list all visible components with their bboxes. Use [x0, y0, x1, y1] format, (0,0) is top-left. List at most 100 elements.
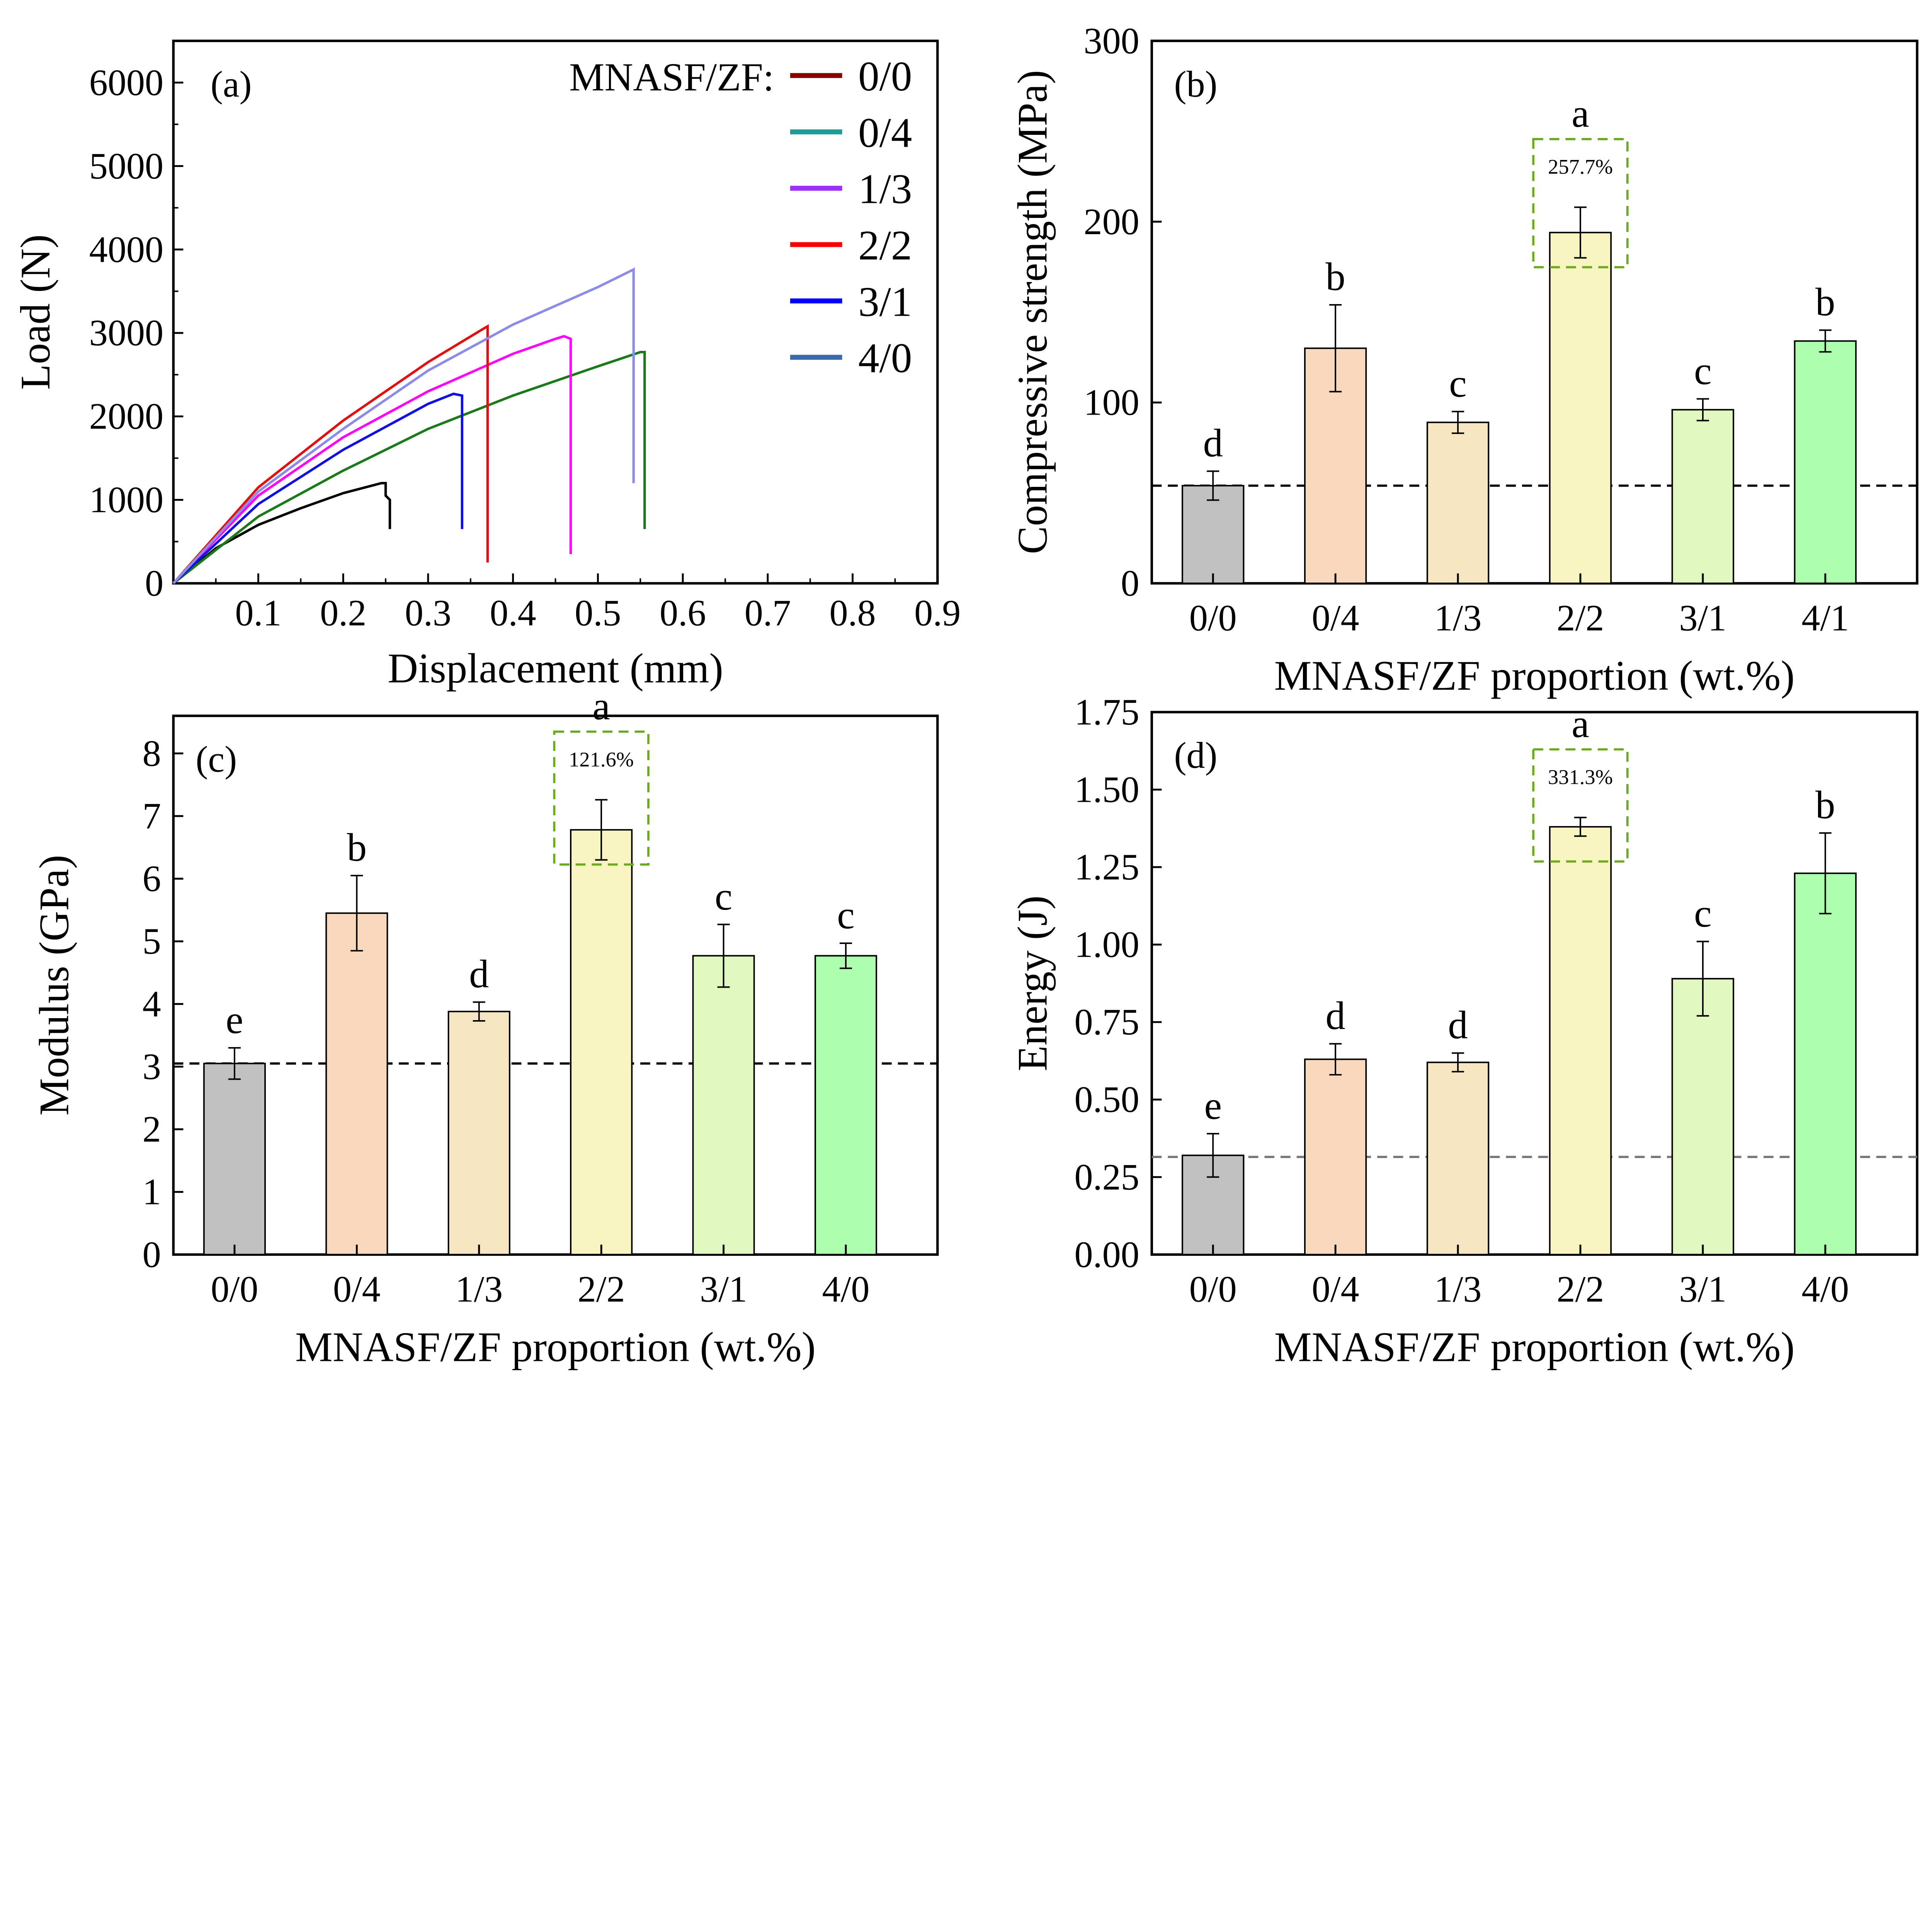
- legend-label: 0/4: [858, 109, 912, 156]
- y-tick-label: 3: [143, 1046, 161, 1087]
- x-tick-label: 0/4: [1312, 597, 1359, 638]
- panel-b: 0 100 200 300 0/0 d 0/4 b 1/3 c 2/2 257.7% a 3/1 c 4/1 b…: [1009, 20, 1918, 699]
- legend-label: 2/2: [858, 222, 912, 269]
- significance-letter: e: [226, 998, 243, 1042]
- panel-label: (c): [196, 738, 237, 780]
- bar-1-3: [447, 1010, 510, 1255]
- x-tick-label: 1/3: [1434, 597, 1482, 638]
- bar-2-2: [570, 829, 633, 1255]
- plot-frame: [1150, 711, 1918, 1256]
- y-tick-label: 6000: [89, 62, 163, 103]
- y-tick-label: 1.00: [1074, 924, 1139, 965]
- y-tick-label: 2: [143, 1109, 161, 1150]
- x-tick-label: 0.1: [235, 592, 281, 634]
- y-axis-label: Load (N): [12, 234, 59, 389]
- legend-label: 1/3: [858, 166, 912, 213]
- significance-letter: b: [1326, 255, 1345, 299]
- y-tick-label: 3000: [89, 312, 163, 354]
- x-tick-label: 0/4: [1312, 1269, 1359, 1310]
- bar-3-1: [1671, 409, 1735, 584]
- legend-label: 4/0: [858, 335, 912, 381]
- panel-label: (b): [1174, 63, 1217, 105]
- series-line-2-2: [172, 324, 489, 584]
- x-tick-label: 1/3: [455, 1269, 503, 1310]
- significance-letter: b: [1815, 783, 1835, 827]
- panel-d: 0.00 0.25 0.50 0.75 1.00 1.25 1.50 1.75 0/0 e 0/4 d…: [1009, 691, 1918, 1370]
- bar-2-2: [1549, 826, 1612, 1255]
- x-axis-label: MNASF/ZF proportion (wt.%): [1274, 1323, 1795, 1370]
- legend-label: 0/0: [858, 53, 912, 100]
- highlight-box: [1532, 748, 1629, 863]
- significance-letter: c: [715, 875, 733, 918]
- x-tick-label: 3/1: [1679, 597, 1726, 638]
- panel-c: 0 1 2 3 4 5 6 7 8 0/0 e 0/4 b 1/3 d 2/2 121.6% a 3/1 c 4/0 c M…: [31, 684, 939, 1370]
- bar-3-1: [692, 955, 755, 1255]
- legend-label: 3/1: [858, 278, 912, 325]
- x-tick-label: 0.7: [745, 592, 791, 634]
- significance-letter: a: [1571, 92, 1589, 136]
- y-tick-label: 1.25: [1074, 846, 1139, 888]
- y-tick-label: 2000: [89, 396, 163, 437]
- x-tick-label: 0/4: [333, 1269, 381, 1310]
- significance-letter: b: [1815, 281, 1835, 324]
- y-tick-label: 100: [1083, 382, 1139, 423]
- y-tick-label: 0: [1121, 563, 1139, 604]
- y-tick-label: 4000: [89, 229, 163, 270]
- y-tick-label: 4: [143, 983, 161, 1024]
- y-tick-label: 1000: [89, 479, 163, 520]
- improvement-percentage: 257.7%: [1548, 155, 1613, 179]
- series-line-0-4: [172, 351, 646, 585]
- series-line-0-0: [172, 482, 391, 585]
- y-tick-label: 0.75: [1074, 1001, 1139, 1043]
- x-tick-label: 0/0: [211, 1269, 259, 1310]
- bar-3-1: [1671, 978, 1735, 1255]
- improvement-percentage: 121.6%: [569, 747, 634, 771]
- y-tick-label: 200: [1083, 201, 1139, 242]
- x-tick-label: 0.5: [575, 592, 621, 634]
- significance-letter: c: [1694, 892, 1712, 935]
- x-axis-label: Displacement (mm): [388, 645, 723, 692]
- series-line-4-0: [172, 267, 635, 584]
- bar-0-0: [203, 1063, 266, 1255]
- x-axis-label: MNASF/ZF proportion (wt.%): [1274, 652, 1795, 699]
- x-tick-label: 1/3: [1434, 1269, 1482, 1310]
- bar-0-4: [1304, 1058, 1367, 1255]
- significance-letter: a: [1571, 702, 1589, 746]
- y-tick-label: 1.50: [1074, 769, 1139, 810]
- bar-2-2: [1549, 231, 1612, 584]
- significance-letter: d: [1448, 1003, 1468, 1047]
- significance-letter: a: [592, 684, 610, 728]
- x-tick-label: 0.4: [490, 592, 536, 634]
- x-tick-label: 0.6: [660, 592, 706, 634]
- y-tick-label: 8: [143, 733, 161, 774]
- y-tick-label: 5000: [89, 145, 163, 187]
- improvement-percentage: 331.3%: [1548, 765, 1613, 789]
- significance-letter: e: [1204, 1084, 1222, 1128]
- x-axis-label: MNASF/ZF proportion (wt.%): [295, 1323, 816, 1370]
- panel-label: (d): [1174, 735, 1217, 776]
- bar-4-0: [1794, 872, 1857, 1255]
- y-tick-label: 1: [143, 1171, 161, 1213]
- y-tick-label: 0: [145, 563, 163, 604]
- x-tick-label: 3/1: [700, 1269, 747, 1310]
- figure: 0.1 0.2 0.3 0.4 0.5 0.6 0.7 0.8 0.90100020003000…: [12, 20, 1918, 1370]
- bar-0-4: [325, 912, 388, 1255]
- x-tick-label: 4/1: [1801, 597, 1849, 638]
- series-line-3-1: [172, 392, 464, 584]
- significance-letter: c: [1449, 362, 1467, 406]
- bar-4-0: [814, 955, 878, 1255]
- panel-a: 0.1 0.2 0.3 0.4 0.5 0.6 0.7 0.8 0.9 0 1000 2000 3000…: [12, 39, 961, 692]
- y-tick-label: 1.75: [1074, 691, 1139, 733]
- y-tick-label: 0.25: [1074, 1156, 1139, 1197]
- series-line-1-3: [172, 335, 572, 584]
- y-tick-label: 300: [1083, 20, 1139, 61]
- x-tick-label: 2/2: [1557, 1269, 1604, 1310]
- plot-frame: [1150, 39, 1918, 585]
- y-tick-label: 0: [143, 1234, 161, 1275]
- panel-label: (a): [211, 63, 252, 105]
- x-tick-label: 2/2: [1557, 597, 1604, 638]
- bar-1-3: [1426, 422, 1490, 584]
- bar-0-0: [1182, 485, 1245, 584]
- significance-letter: d: [469, 952, 489, 996]
- significance-letter: d: [1326, 994, 1345, 1038]
